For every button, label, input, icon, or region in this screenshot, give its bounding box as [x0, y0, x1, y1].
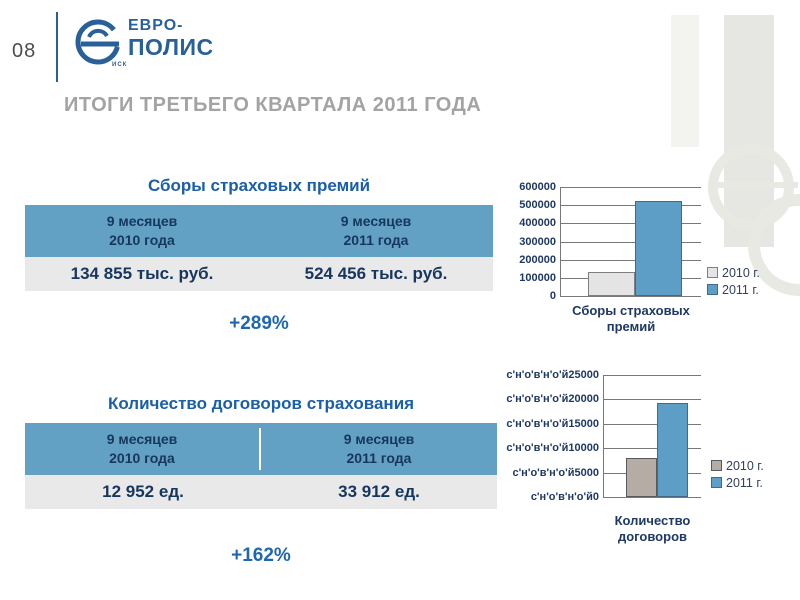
bar-2010 г. [588, 272, 635, 296]
contracts-value-2010: 12 952 ед. [102, 482, 184, 501]
gridline [604, 448, 701, 449]
legend-label: 2010 г. [726, 458, 764, 473]
y-axis-tick-label: 100000 [519, 272, 556, 284]
y-axis-tick-label: 0 [549, 290, 556, 302]
legend-label: 2011 г. [722, 282, 759, 297]
legend-item: 2010 г. [707, 264, 760, 281]
premiums-header-2010: 9 месяцев 2010 года [106, 213, 178, 248]
premiums-section-title: Сборы страховых премий [147, 176, 371, 195]
legend-item: 2011 г. [707, 281, 760, 298]
bar-2010 г. [626, 458, 657, 497]
premiums-value-2011: 524 456 тыс. руб. [304, 264, 448, 283]
y-axis-tick-label: с'н'о'в'н'о'й5000 [512, 467, 599, 479]
gridline [604, 375, 701, 376]
y-axis-tick-label: 200000 [519, 254, 556, 266]
premiums-table-header: 9 месяцев 2010 года 9 месяцев 2011 года [25, 205, 493, 257]
header-divider [56, 12, 58, 82]
gridline [561, 205, 701, 206]
y-axis-tick-label: с'н'о'в'н'о'й15000 [506, 418, 599, 430]
decoration-bar-light [671, 15, 699, 147]
bar-2011 г. [635, 201, 682, 296]
contracts-chart-xlabel: Количество договоров [614, 513, 691, 544]
gridline [561, 242, 701, 243]
y-axis-tick-label: с'н'о'в'н'о'й20000 [506, 393, 599, 405]
legend-swatch-icon [711, 477, 722, 488]
slide-title: ИТОГИ ТРЕТЬЕГО КВАРТАЛА 2011 ГОДА [64, 94, 482, 116]
premiums-section: Сборы страховых премий 9 месяцев 2010 го… [25, 176, 493, 335]
legend-label: 2010 г. [722, 265, 760, 280]
contracts-header-2011: 9 месяцев 2011 года [343, 431, 415, 466]
contracts-table-header: 9 месяцев 2010 года 9 месяцев 2011 года [25, 423, 497, 475]
gridline [561, 260, 701, 261]
premiums-bar-chart: 2010 г. 2011 г. Сборы страховых премий 60… [519, 181, 760, 334]
page-number: 08 [12, 40, 37, 62]
bar-2011 г. [657, 403, 688, 497]
y-axis-tick-label: 500000 [519, 199, 556, 211]
contracts-section: Количество договоров страхования 9 месяц… [25, 394, 497, 567]
y-axis-tick-label: 400000 [519, 217, 556, 229]
contracts-growth-percent: +162% [231, 545, 291, 566]
premiums-chart-legend: 2010 г. 2011 г. [707, 264, 760, 298]
logo-line1: ЕВРО- [128, 17, 184, 34]
contracts-header-2010: 9 месяцев 2010 года [25, 428, 261, 470]
gridline [604, 424, 701, 425]
logo-text: ЕВРО- ПОЛИС [128, 18, 214, 59]
legend-label: 2011 г. [726, 475, 763, 490]
company-logo: ИСК ЕВРО- ПОЛИС [72, 14, 222, 74]
contracts-chart-legend: 2010 г. 2011 г. [711, 457, 764, 491]
premiums-header-2011: 9 месяцев 2011 года [340, 213, 412, 248]
gridline [561, 223, 701, 224]
legend-item: 2011 г. [711, 474, 764, 491]
gridline [604, 497, 701, 498]
y-axis-tick-label: с'н'о'в'н'о'й0 [530, 491, 599, 503]
premiums-chart-xlabel: Сборы страховых премий [572, 303, 690, 334]
y-axis-tick-label: с'н'о'в'н'о'й10000 [506, 442, 599, 454]
logo-subtext: ИСК [112, 62, 128, 68]
contracts-table-values: 12 952 ед. 33 912 ед. [25, 475, 497, 509]
legend-swatch-icon [707, 267, 718, 278]
contracts-bar-chart: 2010 г. 2011 г. Количество договоров с'н'… [506, 369, 763, 544]
premiums-value-2010: 134 855 тыс. руб. [70, 264, 214, 283]
y-axis-tick-label: с'н'о'в'н'о'й25000 [506, 369, 599, 381]
contracts-section-title: Количество договоров страхования [107, 394, 415, 413]
gridline [604, 399, 701, 400]
contracts-value-2011: 33 912 ед. [338, 482, 420, 501]
premiums-growth-percent: +289% [229, 313, 289, 334]
legend-swatch-icon [707, 284, 718, 295]
premiums-table-values: 134 855 тыс. руб. 524 456 тыс. руб. [25, 257, 493, 291]
europolis-emblem-icon [72, 16, 124, 73]
gridline [561, 296, 701, 297]
watermark-ring-bar [712, 182, 798, 188]
y-axis-tick-label: 600000 [519, 181, 556, 193]
y-axis-tick-label: 300000 [519, 236, 556, 248]
legend-item: 2010 г. [711, 457, 764, 474]
legend-swatch-icon [711, 460, 722, 471]
logo-line2: ПОЛИС [128, 34, 214, 60]
gridline [561, 187, 701, 188]
